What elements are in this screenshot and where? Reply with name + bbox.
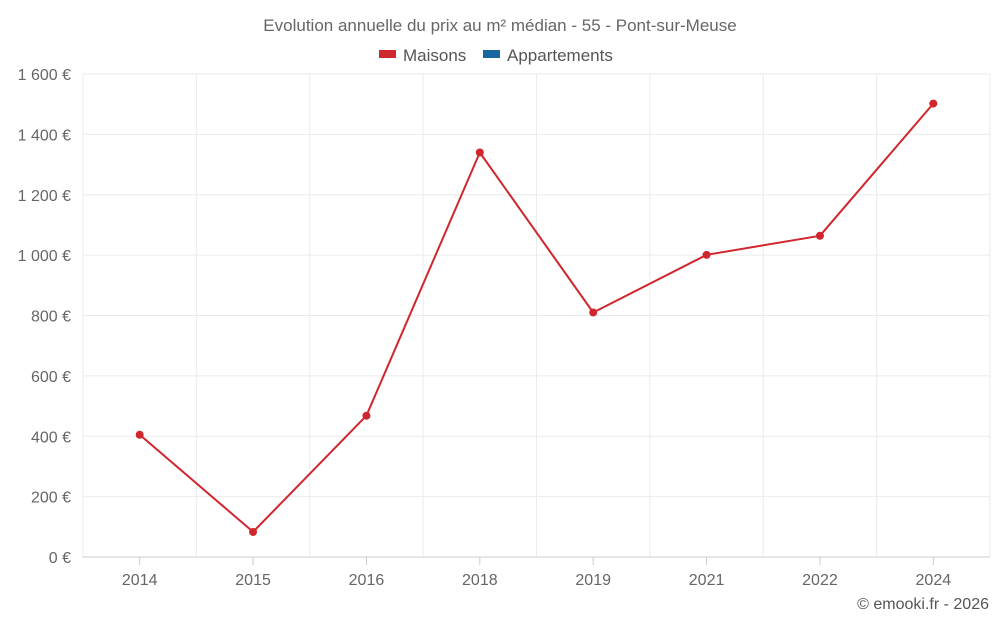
data-point[interactable]: [362, 411, 371, 420]
y-tick-label: 1 200 €: [18, 188, 71, 205]
x-tick-label: 2015: [235, 572, 271, 589]
y-tick-label: 0 €: [49, 550, 71, 567]
y-tick-label: 1 600 €: [18, 67, 71, 84]
legend-item-maisons[interactable]: Maisons: [379, 46, 466, 65]
y-tick-label: 400 €: [31, 429, 71, 446]
plot-area: [135, 99, 938, 536]
x-tick-label: 2016: [349, 572, 385, 589]
y-tick-label: 1 400 €: [18, 127, 71, 144]
series-line-maisons: [139, 102, 935, 533]
x-tick-label: 2018: [462, 572, 498, 589]
data-point[interactable]: [249, 527, 258, 536]
x-tick-label: 2022: [802, 572, 838, 589]
y-tick-label: 600 €: [31, 369, 71, 386]
data-point[interactable]: [702, 250, 711, 259]
chart-title: Evolution annuelle du prix au m² médian …: [263, 16, 736, 35]
y-tick-label: 200 €: [31, 490, 71, 507]
data-point[interactable]: [475, 148, 484, 157]
x-tick-label: 2021: [689, 572, 725, 589]
x-tick-label: 2019: [575, 572, 611, 589]
data-point[interactable]: [815, 231, 824, 240]
y-tick-label: 1 000 €: [18, 248, 71, 265]
legend-item-appartements[interactable]: Appartements: [483, 46, 613, 65]
data-point[interactable]: [929, 99, 938, 108]
legend-label-maisons: Maisons: [403, 46, 466, 65]
y-tick-label: 800 €: [31, 309, 71, 326]
x-tick-label: 2024: [916, 572, 952, 589]
grid: [82, 73, 991, 558]
data-point[interactable]: [135, 430, 144, 439]
x-tick-label: 2014: [122, 572, 158, 589]
legend-label-appartements: Appartements: [507, 46, 613, 65]
legend: Maisons Appartements: [379, 46, 613, 65]
data-point[interactable]: [589, 308, 598, 317]
legend-swatch-maisons: [379, 50, 396, 58]
axes: 0 € 200 € 400 € 600 € 800 € 1 000 € 1 200 € 1 4…: [18, 67, 990, 589]
credit-text: © emooki.fr - 2026: [857, 596, 989, 613]
legend-swatch-appartements: [483, 50, 500, 58]
